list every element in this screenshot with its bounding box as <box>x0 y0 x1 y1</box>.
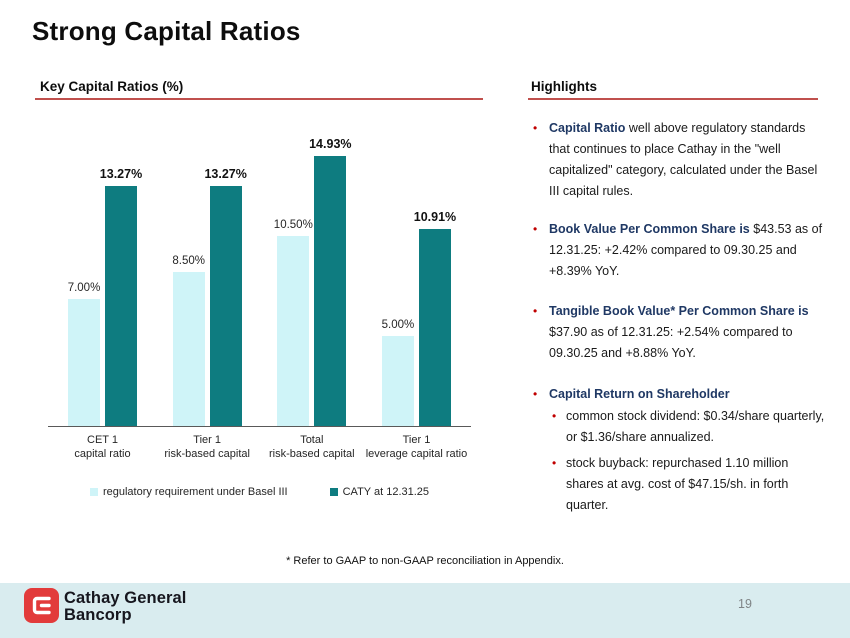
bar: 7.00% <box>68 282 100 426</box>
sub-bullet-text: common stock dividend: $0.34/share quart… <box>566 409 825 444</box>
bullet-body-text: $37.90 as of 12.31.25: +2.54% compared t… <box>549 325 793 360</box>
company-name-line2: Bancorp <box>64 606 132 624</box>
page-number: 19 <box>738 597 752 611</box>
highlight-bullet: • Capital Ratio well above regulatory sta… <box>531 118 825 202</box>
legend-swatch <box>89 488 98 496</box>
bar-value-label: 14.93% <box>309 136 352 151</box>
legend-item: CATY at 12.31.25 <box>329 486 430 498</box>
legend-label: regulatory requirement under Basel III <box>102 486 288 498</box>
axis-category-label: CET 1 capital ratio <box>74 434 131 460</box>
chart-legend: regulatory requirement under Basel III CA… <box>48 486 471 498</box>
highlights-header-underline <box>528 98 818 100</box>
footer-bar: Cathay General Bancorp 19 <box>0 583 850 638</box>
bullet-body-text: $43.53 as of 12.31.25: +2.42% compared t… <box>549 222 823 278</box>
legend-label: CATY at 12.31.25 <box>342 486 430 498</box>
bullet-icon: • <box>533 222 538 236</box>
bar-value-label: 13.27% <box>204 166 247 181</box>
bullet-icon: • <box>533 121 538 135</box>
company-name: Cathay General Bancorp <box>64 590 186 624</box>
bullet-lead-text: Book Value Per Common Share is <box>549 222 750 236</box>
bar: 5.00% <box>382 319 414 426</box>
bar-group: 5.00% 10.91% <box>382 210 456 426</box>
axis-category-label: Tier 1 risk-based capital <box>164 434 250 460</box>
bar: 10.50% <box>274 219 313 426</box>
chart-x-labels: CET 1 capital ratio Tier 1 risk-based capit… <box>48 433 471 461</box>
highlight-bullet: • Capital Return on Shareholder • common s… <box>531 384 825 516</box>
bar-value-label: 13.27% <box>99 166 143 181</box>
legend-item: regulatory requirement under Basel III <box>89 486 288 498</box>
bar-value-label: 10.91% <box>413 209 457 224</box>
axis-category-label: Total risk-based capital <box>269 434 355 460</box>
bullet-lead-text: Capital Ratio <box>549 121 626 135</box>
highlights-list: • Capital Ratio well above regulatory sta… <box>531 118 825 516</box>
bar-value-label: 8.50% <box>172 255 205 268</box>
chart-plot: 7.00% 13.27% 8.50% 13.27% 10.50% 14.93% 5.00% 1… <box>48 112 471 427</box>
bullet-lead-text: Capital Return on Shareholder <box>549 387 730 401</box>
highlight-sub-bullet: • common stock dividend: $0.34/share quar… <box>549 406 825 448</box>
bar-group: 8.50% 13.27% <box>172 167 247 426</box>
bar: 14.93% <box>309 137 352 426</box>
axis-category-label: Tier 1 leverage capital ratio <box>365 434 468 460</box>
bar: 13.27% <box>100 167 142 426</box>
footnote: * Refer to GAAP to non-GAAP reconciliati… <box>286 555 564 567</box>
bar-value-label: 7.00% <box>67 282 101 295</box>
sub-bullet-icon: • <box>552 456 557 470</box>
chart-header-underline <box>35 98 483 100</box>
highlights-section-header: Highlights <box>531 79 597 94</box>
bullet-icon: • <box>533 304 538 318</box>
bar-group: 7.00% 13.27% <box>68 167 142 426</box>
bar: 10.91% <box>414 210 456 426</box>
legend-swatch <box>329 488 338 496</box>
sub-bullet-text: stock buyback: repurchased 1.10 million … <box>566 456 789 512</box>
bar: 8.50% <box>172 255 205 426</box>
bar-value-label: 5.00% <box>381 318 415 331</box>
page-title: Strong Capital Ratios <box>32 16 301 46</box>
bullet-lead-text: Tangible Book Value* Per Common Share is <box>549 304 809 318</box>
bar-value-label: 10.50% <box>273 219 313 231</box>
highlight-sub-bullet: • stock buyback: repurchased 1.10 million… <box>549 453 825 516</box>
highlight-bullet: • Book Value Per Common Share is $43.53 a… <box>531 219 825 282</box>
bar: 13.27% <box>204 167 247 426</box>
sub-bullet-icon: • <box>552 409 557 423</box>
bullet-body-text: well above regulatory standards that con… <box>549 121 818 198</box>
bullet-icon: • <box>533 387 538 401</box>
highlight-bullet: • Tangible Book Value* Per Common Share i… <box>531 301 825 364</box>
company-name-line1: Cathay General <box>64 589 187 607</box>
chart-section-header: Key Capital Ratios (%) <box>40 79 184 94</box>
bar-group: 10.50% 14.93% <box>274 137 352 426</box>
cathay-logo-icon <box>24 588 59 623</box>
